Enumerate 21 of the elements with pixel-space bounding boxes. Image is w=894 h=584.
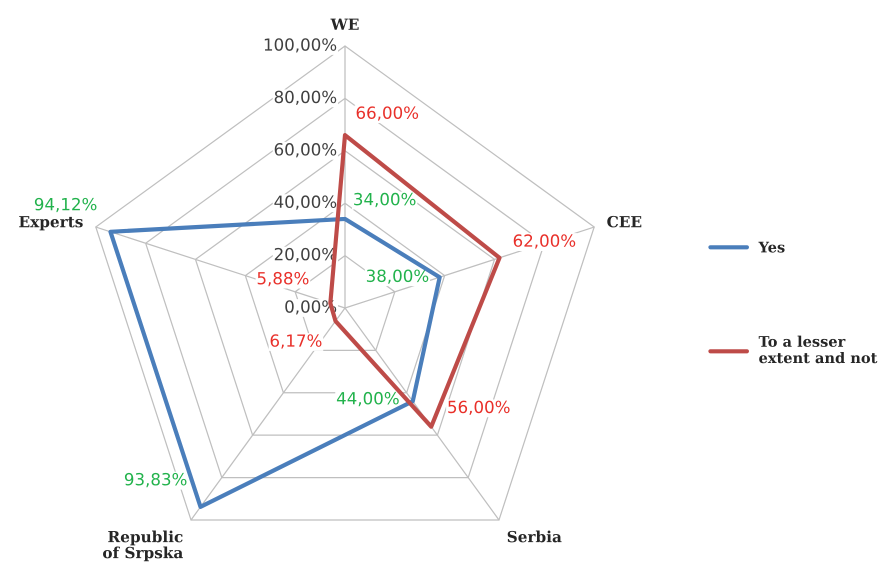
data-label: 5,88% xyxy=(258,272,308,286)
spoke-label: CEE xyxy=(607,216,642,228)
spoke-label: Serbia xyxy=(508,530,562,542)
data-label: 66,00% xyxy=(356,106,418,121)
legend-label: Yes xyxy=(758,242,785,253)
spoke-label: Experts xyxy=(19,216,83,230)
y-tick-label: 40,00% xyxy=(274,195,336,210)
legend-label: To a lesser extent and not xyxy=(758,336,878,364)
y-tick-label: 100,00% xyxy=(264,38,336,53)
y-tick-label: 60,00% xyxy=(274,143,336,158)
data-label: 38,00% xyxy=(366,269,428,284)
spoke-label: Republic of Srpska xyxy=(102,530,183,562)
spoke-label: WE xyxy=(330,18,359,30)
data-label: 62,00% xyxy=(514,234,576,249)
data-label: 56,00% xyxy=(448,400,510,415)
data-label: 44,00% xyxy=(336,392,399,406)
data-label: 34,00% xyxy=(354,192,416,208)
data-label: 94,12% xyxy=(34,198,96,212)
y-tick-label: 80,00% xyxy=(274,90,336,105)
data-label: 93,83% xyxy=(124,472,186,488)
data-label: 6,17% xyxy=(270,334,322,349)
